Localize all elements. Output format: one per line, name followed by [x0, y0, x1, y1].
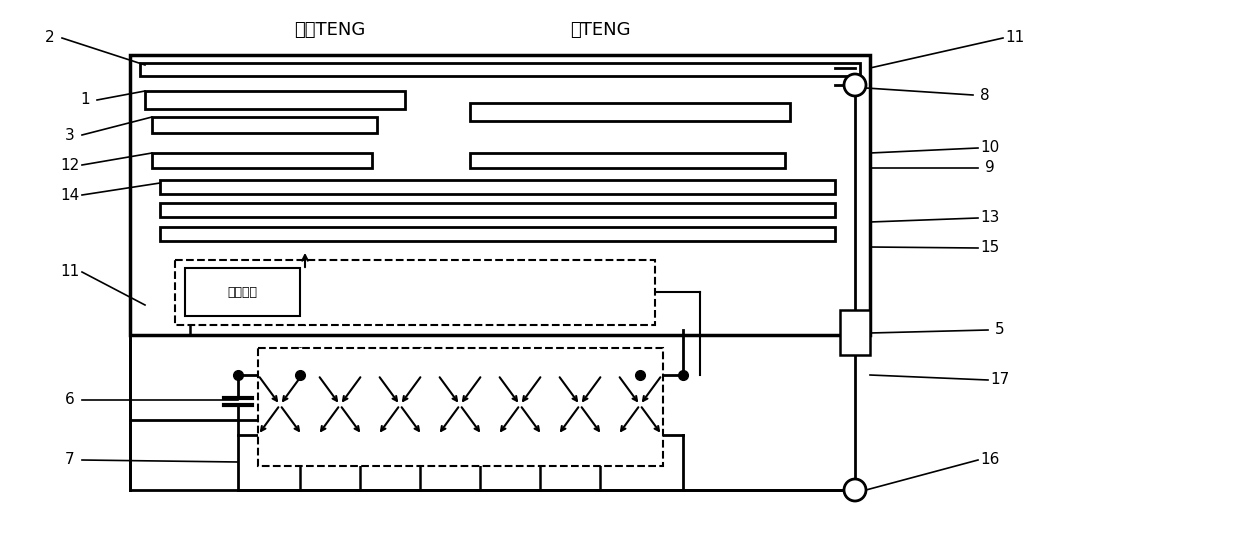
Circle shape	[844, 74, 866, 96]
Text: 2: 2	[45, 31, 55, 46]
Bar	[160, 227, 835, 241]
Text: 5: 5	[996, 322, 1004, 337]
Bar	[145, 91, 405, 109]
Bar	[470, 103, 790, 121]
Text: 11: 11	[61, 265, 79, 280]
Text: 13: 13	[981, 210, 999, 225]
Text: 10: 10	[981, 140, 999, 155]
Text: 6: 6	[66, 392, 74, 407]
Text: 7: 7	[66, 452, 74, 467]
Bar	[258, 348, 663, 466]
Text: 17: 17	[991, 372, 1009, 387]
Text: 12: 12	[61, 158, 79, 173]
Bar	[153, 153, 372, 168]
Text: 9: 9	[985, 160, 994, 175]
Text: 14: 14	[61, 188, 79, 203]
Text: 1: 1	[81, 93, 89, 108]
Bar	[839, 310, 870, 355]
Bar	[185, 268, 300, 316]
Text: 8: 8	[980, 88, 990, 103]
Bar	[160, 203, 835, 217]
Bar	[130, 55, 870, 335]
Text: 16: 16	[981, 452, 999, 467]
Text: 11: 11	[1006, 31, 1024, 46]
Bar	[140, 63, 861, 76]
Bar	[153, 117, 377, 133]
Bar	[160, 180, 835, 194]
Text: 主TENG: 主TENG	[569, 21, 630, 39]
Text: 控制模块: 控制模块	[227, 285, 257, 299]
Bar	[470, 153, 785, 168]
Text: 15: 15	[981, 240, 999, 255]
Circle shape	[844, 479, 866, 501]
Text: 3: 3	[66, 128, 74, 143]
Text: 激励TENG: 激励TENG	[294, 21, 366, 39]
Bar	[175, 260, 655, 325]
